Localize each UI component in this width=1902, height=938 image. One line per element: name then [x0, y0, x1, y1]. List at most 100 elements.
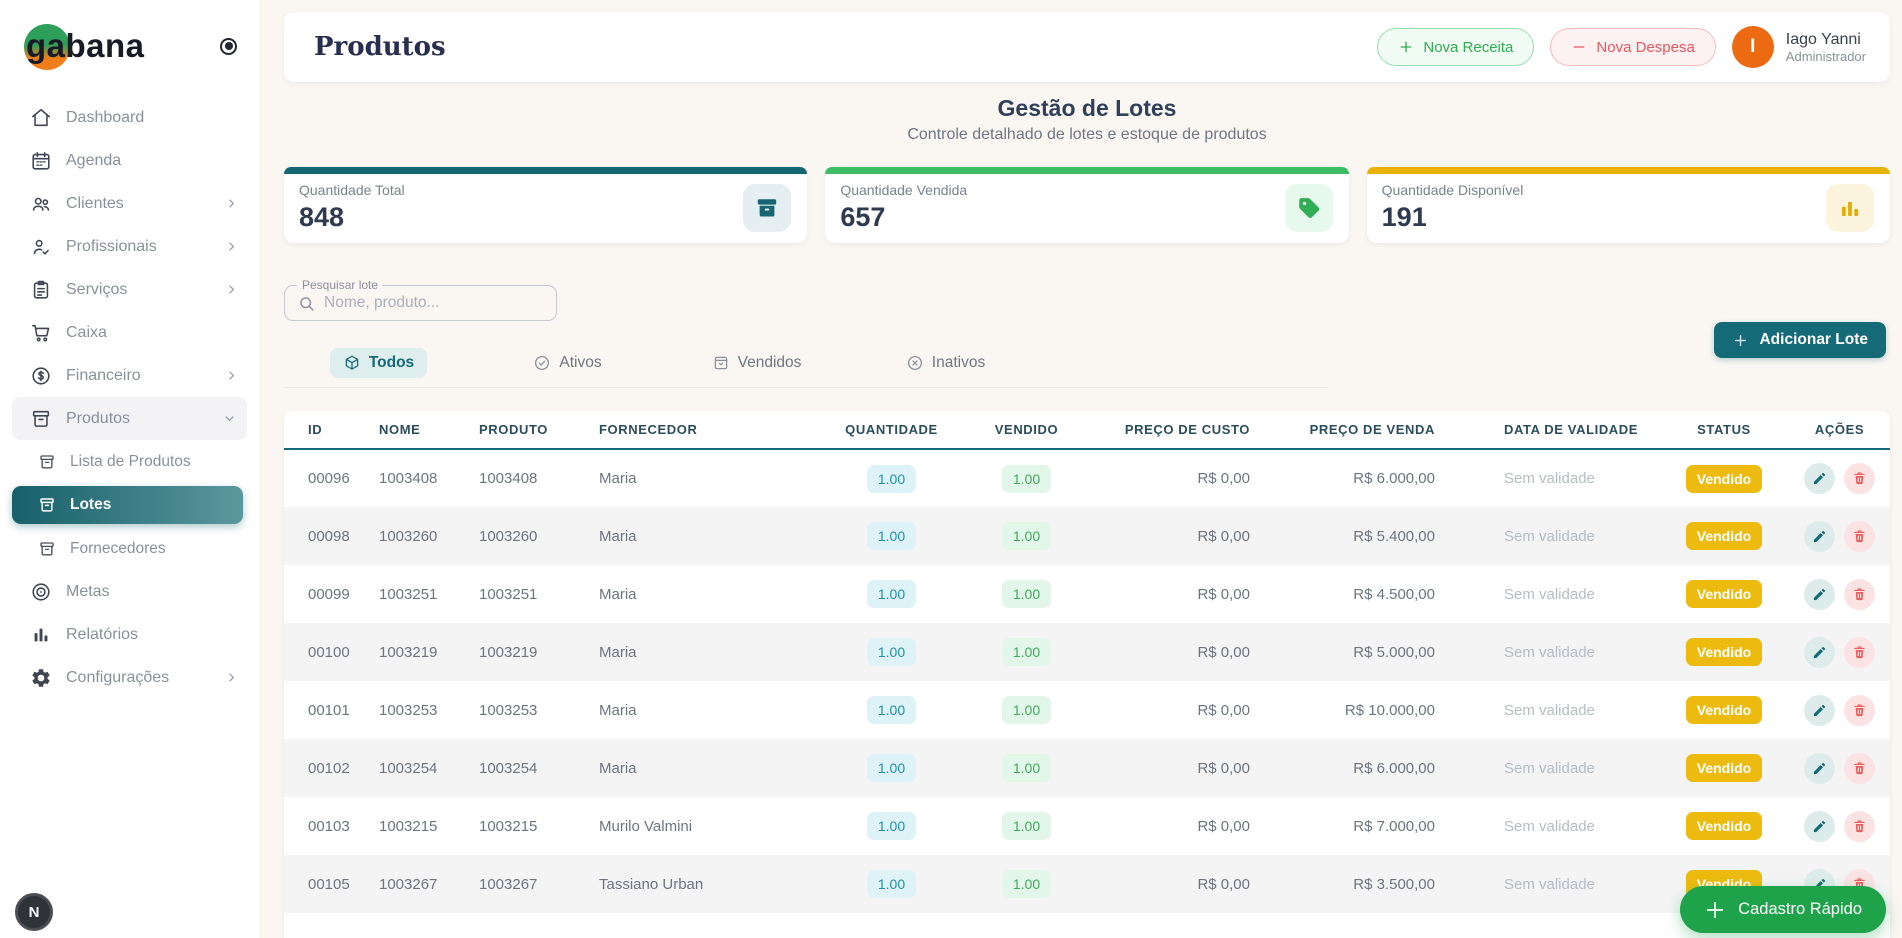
edit-button[interactable]: [1804, 694, 1835, 726]
vendido-badge: 1.00: [1001, 696, 1052, 724]
user-menu[interactable]: I Iago Yanni Administrador: [1731, 26, 1874, 68]
edit-button[interactable]: [1804, 810, 1835, 842]
nova-receita-button[interactable]: Nova Receita: [1377, 28, 1535, 66]
delete-button[interactable]: [1844, 752, 1875, 784]
cell-id: 00101: [308, 701, 350, 719]
delete-button[interactable]: [1844, 636, 1875, 668]
adicionar-lote-button[interactable]: Adicionar Lote: [1714, 322, 1886, 358]
sidebar-item-servicos[interactable]: Serviços: [0, 268, 259, 311]
stat-value: 657: [840, 202, 886, 232]
nova-despesa-button[interactable]: Nova Despesa: [1550, 28, 1716, 66]
bar-chart-icon: [30, 624, 52, 646]
cadastro-rapido-label: Cadastro Rápido: [1738, 900, 1862, 918]
cadastro-rapido-button[interactable]: Cadastro Rápido: [1680, 886, 1886, 933]
table-row[interactable]: 00100 1003219 1003219 Maria 1.00 1.00 R$…: [284, 623, 1890, 681]
edit-button[interactable]: [1804, 752, 1835, 784]
cell-preco-venda: R$ 6.000,00: [1353, 759, 1435, 777]
notification-badge[interactable]: N: [15, 893, 53, 931]
calendar-icon: [30, 150, 52, 172]
trash-icon: [1852, 645, 1867, 660]
x-circle-icon: [906, 354, 924, 372]
delete-button[interactable]: [1844, 463, 1875, 494]
sidebar-item-relatorios[interactable]: Relatórios: [0, 613, 259, 656]
table-row[interactable]: 00096 1003408 1003408 Maria 1.00 1.00 R$…: [284, 449, 1890, 507]
cell-id: 00098: [308, 527, 350, 545]
sidebar-item-caixa[interactable]: Caixa: [0, 311, 259, 354]
delete-button[interactable]: [1844, 694, 1875, 726]
sidebar-item-lista-de-produtos[interactable]: Lista de Produtos: [0, 440, 259, 483]
cell-vendido: 1.00: [964, 855, 1089, 913]
edit-button[interactable]: [1804, 578, 1835, 610]
sidebar-item-clientes[interactable]: Clientes: [0, 182, 259, 225]
cell-fornecedor: Maria: [599, 643, 637, 661]
tab-ativos[interactable]: Ativos: [473, 348, 662, 378]
cell-validade: Sem validade: [1504, 643, 1595, 661]
cell-preco-venda: R$ 10.000,00: [1344, 701, 1435, 719]
table-row[interactable]: 00101 1003253 1003253 Maria 1.00 1.00 R$…: [284, 681, 1890, 739]
app-logo[interactable]: gabana: [24, 20, 145, 72]
sidebar-item-profissionais[interactable]: Profissionais: [0, 225, 259, 268]
sidebar-item-fornecedores[interactable]: Fornecedores: [0, 527, 259, 570]
status-badge: Vendido: [1686, 580, 1762, 608]
sidebar-item-configuracoes[interactable]: Configurações: [0, 656, 259, 699]
vendido-badge: 1.00: [1001, 464, 1052, 493]
sidebar-item-dashboard[interactable]: Dashboard: [0, 96, 259, 139]
cell-acoes: [1789, 565, 1890, 623]
cell-vendido: 1.00: [964, 681, 1089, 739]
cell-nome: 1003267: [379, 875, 438, 893]
cell-quantidade: 1.00: [819, 449, 964, 507]
stat-label: Quantidade Vendida: [840, 182, 968, 198]
edit-button[interactable]: [1804, 520, 1835, 552]
sidebar-item-produtos[interactable]: Produtos: [12, 397, 247, 440]
sidebar-item-label: Relatórios: [66, 625, 139, 643]
edit-button[interactable]: [1804, 636, 1835, 668]
pencil-icon: [1812, 703, 1827, 718]
table-row[interactable]: 00105 1003267 1003267 Tassiano Urban 1.0…: [284, 855, 1890, 913]
col-id: ID: [284, 411, 369, 450]
tab-inativos[interactable]: Inativos: [851, 348, 1040, 378]
table-row[interactable]: 00099 1003251 1003251 Maria 1.00 1.00 R$…: [284, 565, 1890, 623]
search-field[interactable]: Pesquisar lote: [284, 278, 557, 321]
record-icon[interactable]: [220, 37, 237, 55]
cell-acoes: [1789, 449, 1890, 507]
tab-vendidos[interactable]: Vendidos: [662, 348, 851, 378]
cell-preco-custo: R$ 0,00: [1197, 643, 1250, 661]
sidebar-item-lotes[interactable]: Lotes: [12, 486, 243, 524]
cell-fornecedor: Maria: [599, 470, 637, 487]
cell-id: 00096: [308, 470, 350, 487]
sidebar-item-financeiro[interactable]: Financeiro: [0, 354, 259, 397]
sidebar-item-metas[interactable]: Metas: [0, 570, 259, 613]
box-icon: [38, 540, 56, 558]
avatar[interactable]: I: [1731, 26, 1774, 68]
delete-button[interactable]: [1844, 578, 1875, 610]
edit-button[interactable]: [1804, 463, 1835, 494]
trash-icon: [1852, 703, 1867, 718]
cell-fornecedor: Maria: [599, 585, 637, 603]
logo-circle: [24, 24, 70, 70]
toolbar: Pesquisar lote Adicionar Lote Todos Ativ…: [284, 278, 1890, 388]
delete-button[interactable]: [1844, 520, 1875, 552]
table-row[interactable]: 00103 1003215 1003215 Murilo Valmini 1.0…: [284, 797, 1890, 855]
table-row[interactable]: 00102 1003254 1003254 Maria 1.00 1.00 R$…: [284, 739, 1890, 797]
table-header-row: ID NOME PRODUTO FORNECEDOR QUANTIDADE VE…: [284, 411, 1890, 450]
cell-fornecedor: Maria: [599, 701, 637, 719]
stat-card-quantidade-disponivel: Quantidade Disponível 191: [1366, 167, 1891, 243]
gear-icon: [30, 667, 52, 689]
cell-fornecedor: Maria: [599, 527, 637, 545]
delete-button[interactable]: [1844, 810, 1875, 842]
table-row[interactable]: 00098 1003260 1003260 Maria 1.00 1.00 R$…: [284, 507, 1890, 565]
cell-acoes: [1789, 507, 1890, 565]
sidebar-item-agenda[interactable]: Agenda: [0, 139, 259, 182]
chevron-right-icon: [224, 670, 239, 685]
stat-card-quantidade-total: Quantidade Total 848: [284, 167, 808, 243]
tab-todos[interactable]: Todos: [284, 348, 473, 378]
cell-acoes: [1789, 739, 1890, 797]
cell-produto: 1003219: [479, 643, 538, 661]
page-title: Gestão de Lotes: [997, 95, 1177, 121]
cell-fornecedor: Maria: [599, 759, 637, 777]
cell-status: Vendido: [1659, 565, 1789, 623]
cell-status: Vendido: [1659, 623, 1789, 681]
search-input[interactable]: [324, 294, 546, 312]
status-badge: Vendido: [1686, 638, 1762, 666]
cell-status: Vendido: [1659, 507, 1789, 565]
